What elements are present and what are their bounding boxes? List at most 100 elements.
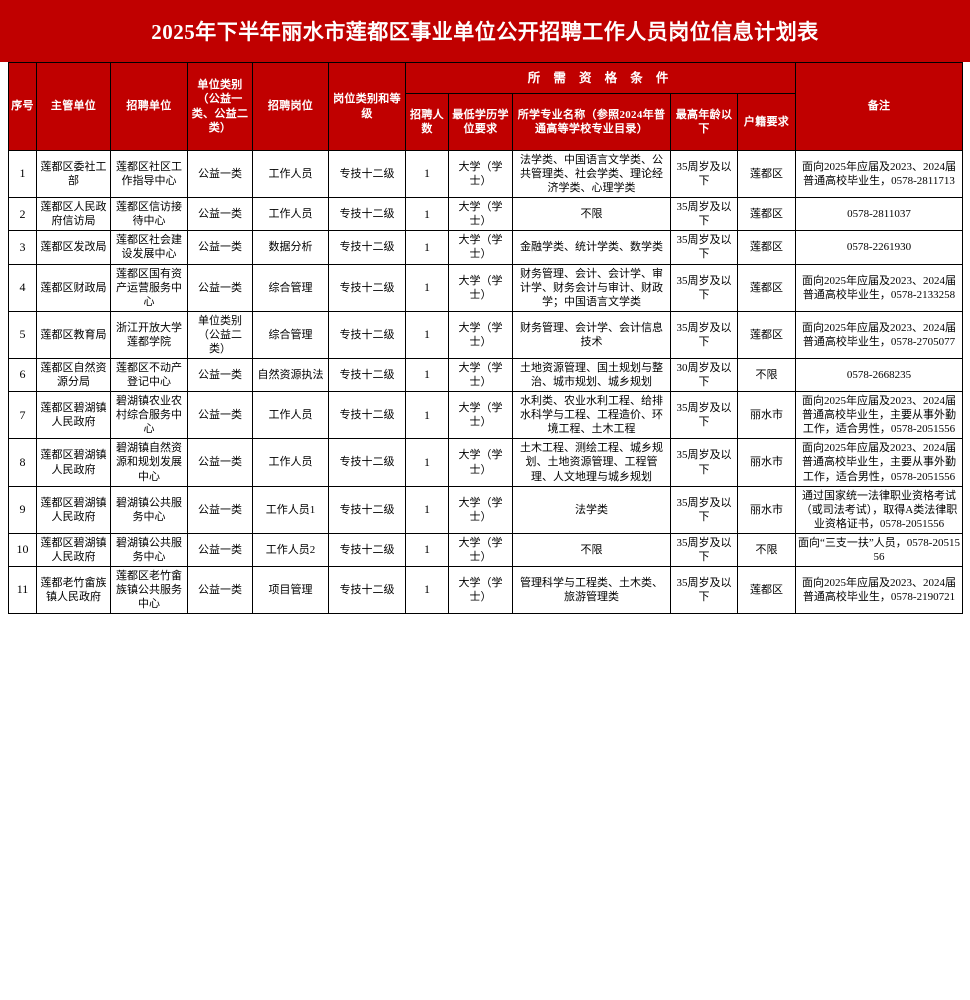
- cell-post: 工作人员: [252, 149, 329, 199]
- cell-post: 自然资源执法: [252, 358, 329, 393]
- cell-max-age: 35周岁及以下: [670, 149, 738, 199]
- cell-seq: 10: [8, 532, 37, 568]
- cell-degree: 大学（学士）: [448, 438, 513, 487]
- cell-count: 1: [405, 566, 449, 615]
- table-header: 序号 主管单位 招聘单位 单位类别（公益一类、公益二类） 招聘岗位 岗位类别和等…: [8, 62, 964, 151]
- cell-household: 莲都区: [736, 310, 797, 360]
- cell-count: 1: [405, 197, 449, 232]
- cell-degree: 大学（学士）: [448, 532, 513, 568]
- cell-count: 1: [405, 230, 449, 265]
- cell-post-level: 专技十二级: [328, 532, 406, 568]
- cell-max-age: 35周岁及以下: [670, 485, 738, 534]
- cell-seq: 11: [8, 566, 37, 615]
- cell-max-age: 35周岁及以下: [670, 263, 738, 312]
- cell-major: 土地资源管理、国土规划与整治、城市规划、城乡规划: [512, 358, 671, 393]
- cell-max-age: 35周岁及以下: [670, 566, 738, 615]
- cell-remark: 面向“三支一扶”人员，0578-2051556: [795, 532, 964, 568]
- cell-unit: 浙江开放大学莲都学院: [110, 310, 188, 360]
- cell-count: 1: [405, 263, 449, 312]
- cell-degree: 大学（学士）: [448, 566, 513, 615]
- cell-max-age: 30周岁及以下: [670, 358, 738, 393]
- cell-max-age: 35周岁及以下: [670, 391, 738, 440]
- cell-major: 财务管理、会计、会计学、审计学、财务会计与审计、财政学；中国语言文学类: [512, 263, 671, 312]
- cell-post-level: 专技十二级: [328, 263, 406, 312]
- cell-post-level: 专技十二级: [328, 566, 406, 615]
- cell-max-age: 35周岁及以下: [670, 310, 738, 360]
- cell-unit-category: 公益一类: [187, 532, 253, 568]
- cell-count: 1: [405, 532, 449, 568]
- table-row: 2 莲都区人民政府信访局 莲都区信访接待中心 公益一类 工作人员 专技十二级 1 大学（学士）…: [8, 197, 964, 232]
- cell-remark: 面向2025年应届及2023、2024届普通高校毕业生，主要从事外勤工作，适合男…: [795, 391, 964, 440]
- cell-unit: 莲都区老竹畲族镇公共服务中心: [110, 566, 188, 615]
- cell-unit: 碧湖镇公共服务中心: [110, 485, 188, 534]
- cell-max-age: 35周岁及以下: [670, 230, 738, 265]
- cell-major: 土木工程、测绘工程、城乡规划、土地资源管理、工程管理、人文地理与城乡规划: [512, 438, 671, 487]
- col-header-supervisor: 主管单位: [36, 62, 111, 151]
- cell-household: 丽水市: [736, 391, 797, 440]
- cell-major: 法学类、中国语言文学类、公共管理类、社会学类、理论经济学类、心理学类: [512, 149, 671, 199]
- cell-household: 莲都区: [736, 566, 797, 615]
- cell-post-level: 专技十二级: [328, 310, 406, 360]
- cell-post: 工作人员2: [252, 532, 329, 568]
- cell-major: 法学类: [512, 485, 671, 534]
- cell-count: 1: [405, 358, 449, 393]
- table-row: 5 莲都区教育局 浙江开放大学莲都学院 单位类别（公益二类） 综合管理 专技十二级 1 大学（…: [8, 310, 964, 360]
- cell-post-level: 专技十二级: [328, 391, 406, 440]
- cell-unit-category: 单位类别（公益二类）: [187, 310, 253, 360]
- table-row: 8 莲都区碧湖镇人民政府 碧湖镇自然资源和规划发展中心 公益一类 工作人员 专技十二级 1 大…: [8, 438, 964, 487]
- cell-remark: 面向2025年应届及2023、2024届普通高校毕业生，主要从事外勤工作，适合男…: [795, 438, 964, 487]
- cell-remark: 0578-2811037: [795, 197, 964, 232]
- cell-count: 1: [405, 438, 449, 487]
- cell-unit-category: 公益一类: [187, 438, 253, 487]
- cell-post-level: 专技十二级: [328, 438, 406, 487]
- cell-remark: 面向2025年应届及2023、2024届普通高校毕业生，0578-2190721: [795, 566, 964, 615]
- cell-supervisor: 莲都区教育局: [36, 310, 111, 360]
- cell-remark: 通过国家统一法律职业资格考试（或司法考试），取得A类法律职业资格证书，0578-…: [795, 485, 964, 534]
- page-title: 2025年下半年丽水市莲都区事业单位公开招聘工作人员岗位信息计划表: [151, 20, 819, 44]
- cell-major: 水利类、农业水利工程、给排水科学与工程、工程造价、环境工程、土木工程: [512, 391, 671, 440]
- cell-household: 丽水市: [736, 485, 797, 534]
- cell-count: 1: [405, 485, 449, 534]
- cell-unit: 莲都区社区工作指导中心: [110, 149, 188, 199]
- cell-post: 综合管理: [252, 263, 329, 312]
- cell-degree: 大学（学士）: [448, 230, 513, 265]
- cell-unit-category: 公益一类: [187, 358, 253, 393]
- col-header-household: 户籍要求: [736, 93, 797, 151]
- cell-seq: 4: [8, 263, 37, 312]
- cell-degree: 大学（学士）: [448, 485, 513, 534]
- cell-post: 工作人员: [252, 197, 329, 232]
- cell-unit-category: 公益一类: [187, 391, 253, 440]
- cell-remark: 0578-2668235: [795, 358, 964, 393]
- col-header-max-age: 最高年龄以下: [670, 93, 738, 151]
- cell-unit-category: 公益一类: [187, 263, 253, 312]
- col-header-post-level: 岗位类别和等级: [328, 62, 406, 151]
- cell-major: 金融学类、统计学类、数学类: [512, 230, 671, 265]
- cell-household: 不限: [736, 532, 797, 568]
- cell-unit-category: 公益一类: [187, 197, 253, 232]
- cell-degree: 大学（学士）: [448, 310, 513, 360]
- cell-post-level: 专技十二级: [328, 485, 406, 534]
- cell-supervisor: 莲都区发改局: [36, 230, 111, 265]
- cell-max-age: 35周岁及以下: [670, 438, 738, 487]
- cell-degree: 大学（学士）: [448, 149, 513, 199]
- col-header-degree: 最低学历学位要求: [448, 93, 513, 151]
- page-banner: 2025年下半年丽水市莲都区事业单位公开招聘工作人员岗位信息计划表: [0, 0, 970, 62]
- cell-unit: 碧湖镇公共服务中心: [110, 532, 188, 568]
- col-header-unit: 招聘单位: [110, 62, 188, 151]
- cell-supervisor: 莲都区人民政府信访局: [36, 197, 111, 232]
- cell-supervisor: 莲都区碧湖镇人民政府: [36, 438, 111, 487]
- cell-post: 综合管理: [252, 310, 329, 360]
- cell-degree: 大学（学士）: [448, 358, 513, 393]
- cell-count: 1: [405, 391, 449, 440]
- table-row: 6 莲都区自然资源分局 莲都区不动产登记中心 公益一类 自然资源执法 专技十二级 1 大学（学…: [8, 358, 964, 393]
- cell-count: 1: [405, 149, 449, 199]
- cell-degree: 大学（学士）: [448, 197, 513, 232]
- cell-unit: 莲都区信访接待中心: [110, 197, 188, 232]
- cell-post: 工作人员: [252, 438, 329, 487]
- cell-supervisor: 莲都区财政局: [36, 263, 111, 312]
- col-header-remark: 备注: [795, 62, 964, 151]
- cell-supervisor: 莲都区碧湖镇人民政府: [36, 391, 111, 440]
- cell-post: 工作人员: [252, 391, 329, 440]
- cell-degree: 大学（学士）: [448, 263, 513, 312]
- recruitment-plan-table: 序号 主管单位 招聘单位 单位类别（公益一类、公益二类） 招聘岗位 岗位类别和等…: [8, 62, 964, 615]
